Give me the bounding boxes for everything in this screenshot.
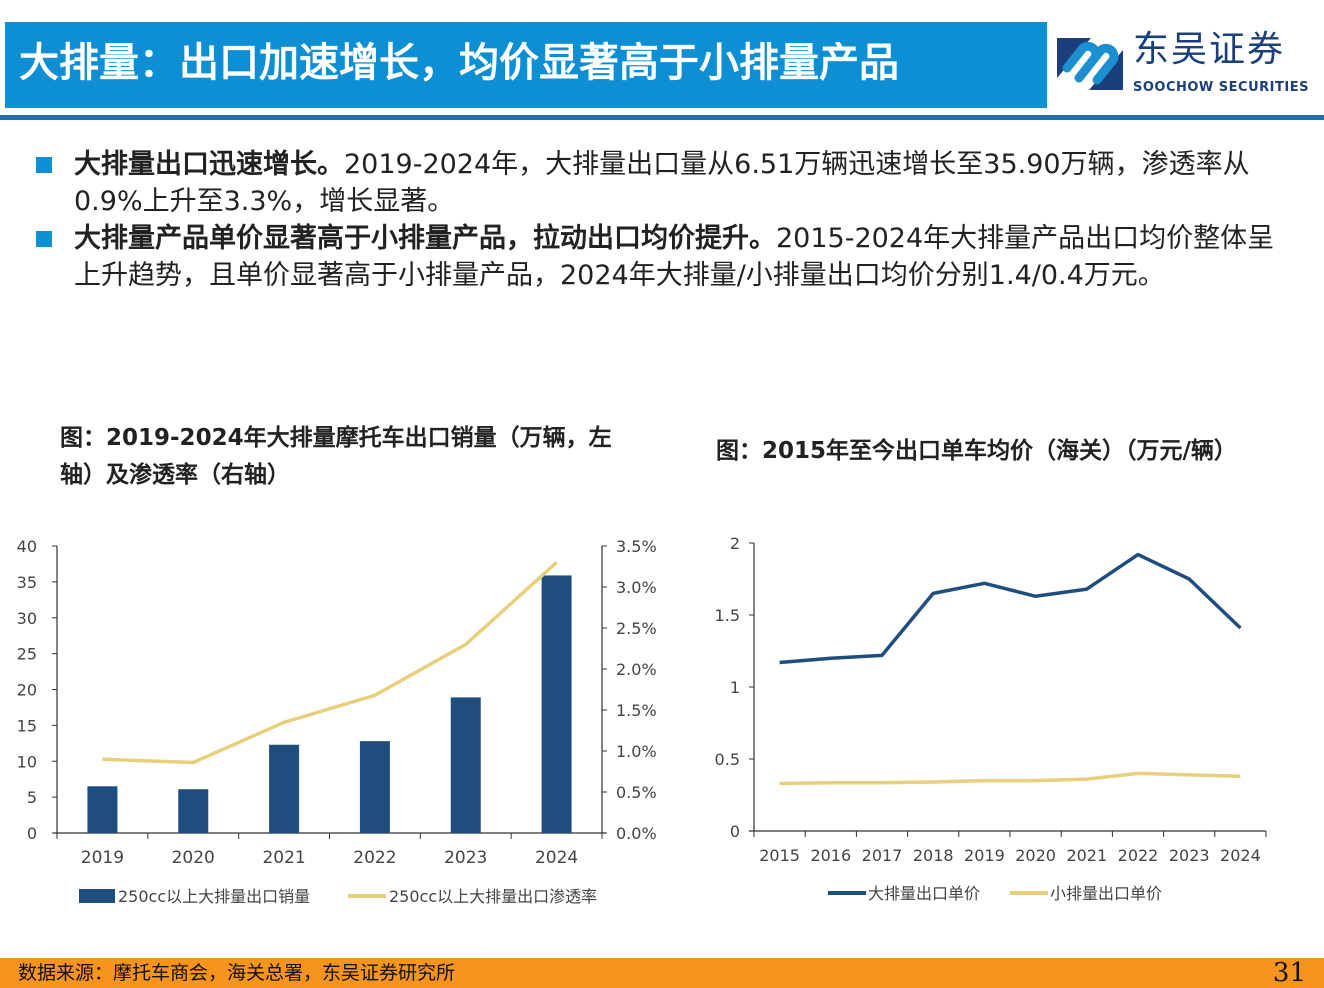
- x-tick-label: 2022: [353, 848, 396, 868]
- y-tick-label: 25: [17, 645, 37, 664]
- y-tick-label: 30: [17, 609, 37, 628]
- page-title: 大排量：出口加速增长，均价显著高于小排量产品: [19, 40, 899, 86]
- x-tick-label: 2015: [759, 846, 800, 865]
- y-tick-label: 10: [17, 752, 37, 771]
- y-tick-label: 40: [17, 537, 37, 556]
- title-bar: 大排量：出口加速增长，均价显著高于小排量产品: [5, 22, 1047, 108]
- y2-tick-label: 0.5%: [616, 783, 657, 802]
- small-price-line: [779, 771, 1241, 786]
- y2-tick-label: 2.0%: [616, 660, 657, 679]
- x-tick-label: 2019: [964, 846, 1005, 865]
- bullet-list: 大排量出口迅速增长。2019-2024年，大排量出口量从6.51万辆迅速增长至3…: [36, 146, 1286, 294]
- y2-tick-label: 1.0%: [616, 742, 657, 761]
- y2-tick-label: 0.0%: [616, 824, 657, 843]
- y-tick-label: 2: [730, 534, 740, 553]
- x-tick-label: 2021: [262, 848, 305, 868]
- left-chart-title: 图：2019-2024年大排量摩托车出口销量（万辆，左轴）及渗透率（右轴）: [60, 425, 612, 488]
- large-price-line: [779, 552, 1242, 665]
- x-tick-label: 2019: [81, 848, 124, 868]
- bar-2021: [269, 744, 300, 833]
- bullet-text: 2019-2024年，大排量出口量从6.51万辆迅速增长至35.90万辆，渗透率…: [74, 149, 1250, 217]
- bullet-square-icon: [36, 157, 52, 173]
- bullet-item: 大排量产品单价显著高于小排量产品，拉动出口均价提升。2015-2024年大排量产…: [36, 220, 1286, 294]
- y2-tick-label: 2.5%: [616, 619, 657, 638]
- legend-label: 250cc以上大排量出口渗透率: [389, 887, 597, 906]
- bullet-heading: 大排量产品单价显著高于小排量产品，拉动出口均价提升。: [74, 223, 776, 254]
- legend-bar-swatch: [79, 889, 115, 903]
- logo-cn: 东吴证券: [1133, 29, 1286, 70]
- bullet-heading: 大排量出口迅速增长。: [74, 149, 344, 180]
- x-tick-label: 2021: [1066, 846, 1107, 865]
- x-tick-label: 2023: [444, 848, 487, 868]
- bar-2019: [87, 786, 118, 833]
- x-tick-label: 2023: [1169, 846, 1210, 865]
- x-tick-label: 2024: [535, 848, 578, 868]
- right-chart: 0 0.5 1 1.5 2 2015 2016 2017 2018 2019 2020 2021 202…: [715, 534, 1267, 903]
- bar-2020: [178, 789, 209, 833]
- y-tick-label: 0: [27, 824, 37, 843]
- footer-bar: 数据来源：摩托车商会，海关总署，东吴证券研究所 31: [0, 958, 1324, 988]
- y-tick-label: 20: [17, 681, 37, 700]
- legend-label: 大排量出口单价: [868, 884, 980, 903]
- bullet-item: 大排量出口迅速增长。2019-2024年，大排量出口量从6.51万辆迅速增长至3…: [36, 146, 1286, 220]
- y2-tick-label: 3.0%: [616, 578, 657, 597]
- bullet-square-icon: [36, 231, 52, 247]
- y2-tick-label: 3.5%: [616, 537, 657, 556]
- x-tick-label: 2022: [1118, 846, 1159, 865]
- left-chart: 0 5 10 15 20 25 30 35 40 0.0% 0.5% 1.0% 1.5% 2.0% 2.5%…: [17, 537, 657, 906]
- logo-en: SOOCHOW SECURITIES: [1133, 80, 1309, 95]
- y-tick-label: 0: [730, 822, 740, 841]
- right-chart-title: 图：2015年至今出口单车均价（海关）（万元/辆）: [716, 438, 1237, 464]
- bar-2022: [359, 741, 390, 833]
- y-tick-label: 0.5: [715, 750, 740, 769]
- legend-label: 250cc以上大排量出口销量: [118, 887, 310, 906]
- y-tick-label: 35: [17, 573, 37, 592]
- logo-mark-icon: [1057, 38, 1123, 90]
- y-tick-label: 1: [730, 678, 740, 697]
- legend-label: 小排量出口单价: [1050, 884, 1162, 903]
- x-tick-label: 2024: [1220, 846, 1261, 865]
- x-tick-label: 2016: [810, 846, 851, 865]
- source-note: 数据来源：摩托车商会，海关总署，东吴证券研究所: [18, 962, 456, 984]
- x-tick-label: 2020: [172, 848, 215, 868]
- x-tick-label: 2017: [862, 846, 903, 865]
- page-number: 31: [1272, 958, 1306, 988]
- bar-2024: [541, 575, 572, 833]
- y-tick-label: 5: [27, 788, 37, 807]
- x-tick-label: 2018: [913, 846, 954, 865]
- y-tick-label: 15: [17, 716, 37, 735]
- bullet-text: 2015-2024年大排量产品出口均价整体呈上升趋势，且单价显著高于小排量产品，…: [74, 223, 1275, 291]
- header-rule: [0, 115, 1324, 120]
- soochow-logo: 东吴证券 SOOCHOW SECURITIES: [1057, 30, 1312, 102]
- x-tick-label: 2020: [1015, 846, 1056, 865]
- bar-2023: [450, 697, 481, 833]
- penetration-line: [102, 561, 558, 765]
- y-tick-label: 1.5: [715, 606, 740, 625]
- y2-tick-label: 1.5%: [616, 701, 657, 720]
